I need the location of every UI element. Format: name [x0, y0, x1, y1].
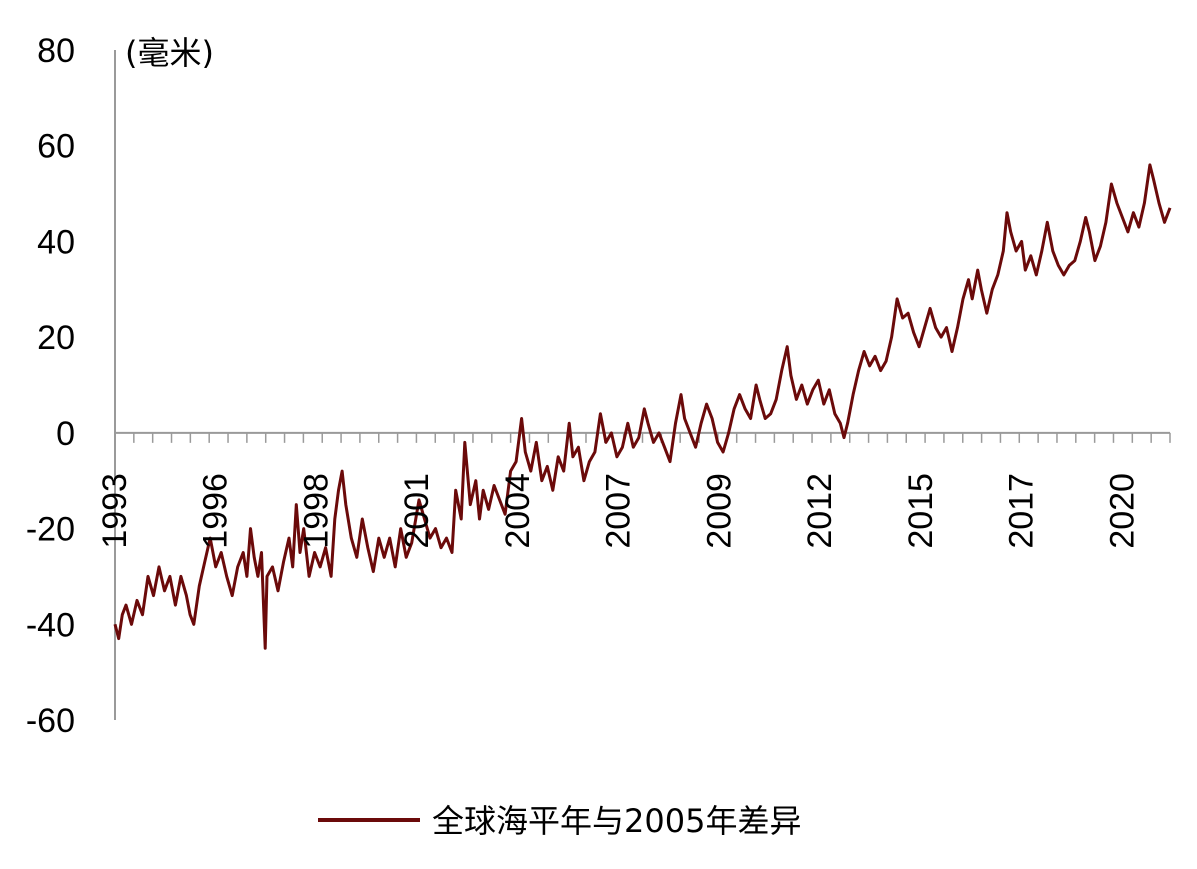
sea-level-line-series [113, 163, 1172, 650]
legend: 全球海平年与2005年差异 [318, 802, 801, 840]
y-tick-label: -40 [26, 606, 75, 644]
y-tick-label: 0 [56, 415, 75, 453]
x-tick-label: 2001 [398, 473, 436, 549]
x-axis-tick-marks [114, 432, 1171, 443]
x-tick-label: 2017 [1003, 473, 1041, 549]
y-axis-tick-labels: 80 60 40 20 0 -20 -40 -60 [26, 32, 75, 740]
x-tick-label: 1996 [197, 473, 235, 549]
x-tick-label: 1998 [297, 473, 335, 549]
x-tick-label: 2012 [801, 473, 839, 549]
x-tick-label: 2015 [902, 473, 940, 549]
y-tick-label: 40 [37, 223, 75, 261]
y-tick-label: 20 [37, 319, 75, 357]
x-axis-tick-labels: 1993 1996 1998 2001 2004 2007 2009 2012 2015 2017… [96, 473, 1141, 549]
y-axis-unit-label: (毫米) [125, 34, 214, 72]
y-tick-label: 60 [37, 128, 75, 166]
x-tick-label: 2020 [1103, 473, 1141, 549]
x-tick-label: 2007 [600, 473, 638, 549]
y-tick-label: 80 [37, 32, 75, 70]
x-tick-label: 2004 [499, 473, 537, 549]
y-tick-label: -60 [26, 702, 75, 740]
x-tick-label: 1993 [96, 473, 134, 549]
y-tick-label: -20 [26, 511, 75, 549]
x-tick-label: 2009 [700, 473, 738, 549]
legend-label: 全球海平年与2005年差异 [432, 802, 801, 840]
